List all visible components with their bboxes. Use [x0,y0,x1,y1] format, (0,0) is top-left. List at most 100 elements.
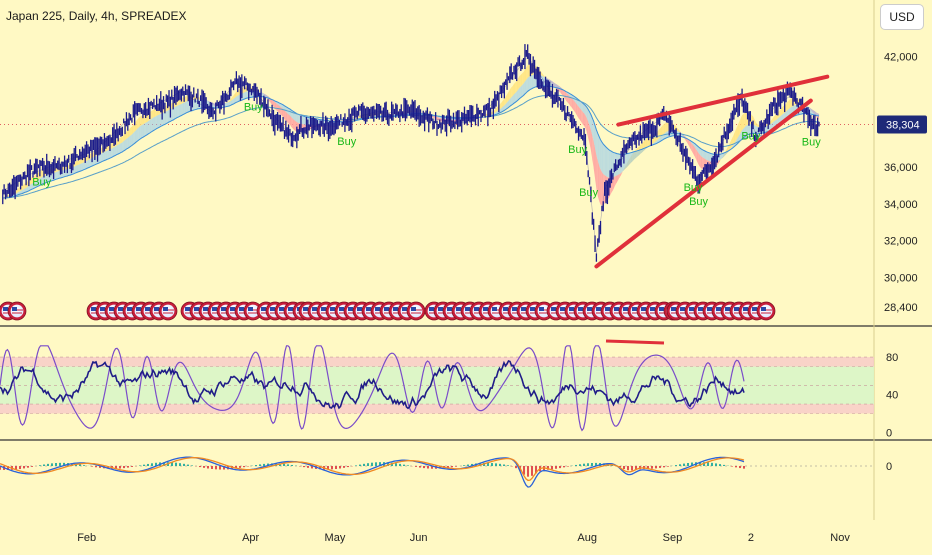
ribbon-segment [738,122,739,138]
ribbon-segment [695,148,696,161]
flag-canton [632,307,637,311]
ribbon-segment [787,100,788,110]
flag-canton [587,307,592,311]
cloud-segment [151,118,152,132]
ribbon-segment [154,109,155,117]
cloud-segment [166,111,167,124]
ribbon-segment [566,93,567,103]
flag-canton [578,307,583,311]
flag-canton [12,307,17,311]
flag-canton [492,307,497,311]
ribbon-segment [500,102,501,109]
flag-canton [384,307,389,311]
ribbon-segment [664,123,665,134]
cloud-segment [100,153,101,162]
flag-canton [212,307,217,311]
time-axis-tick: Apr [242,532,259,544]
us-flag-event-icon [8,302,26,320]
cloud-segment [638,150,639,156]
cloud-segment [113,147,114,157]
ribbon-segment [601,169,602,205]
ribbon-segment [786,102,787,112]
cloud-segment [521,85,522,98]
cloud-segment [74,166,75,174]
ribbon-segment [585,115,586,132]
cloud-segment [635,151,636,159]
ribbon-segment [581,110,582,124]
flag-canton [614,307,619,311]
cloud-segment [81,163,82,171]
buy-signal-label: Buy [337,136,356,148]
flag-canton [303,307,308,311]
ribbon-segment [574,101,575,113]
flag-canton [716,307,721,311]
flag-canton [429,307,434,311]
flag-canton [402,307,407,311]
cloud-segment [298,114,299,123]
trendline-1 [596,101,810,267]
cloud-segment [107,150,108,159]
cloud-segment [106,151,107,160]
cloud-segment [525,80,526,94]
flag-canton [447,307,452,311]
flag-canton [560,307,565,311]
cloud-segment [528,77,529,92]
cloud-segment [142,124,143,138]
cloud-segment [518,88,519,100]
ribbon-segment [514,82,515,94]
cloud-segment [530,75,531,89]
cloud-segment [629,153,630,165]
ribbon-segment [77,161,78,166]
ribbon-segment [731,138,732,149]
flag-canton [100,307,105,311]
ribbon-segment [694,146,695,157]
ribbon-segment [779,109,780,117]
cloud-segment [176,106,177,119]
cloud-segment [187,101,188,113]
ribbon-segment [129,128,130,137]
cloud-segment [158,115,159,128]
flag-canton [483,307,488,311]
neutral-band [0,367,874,405]
price-axis-tick: 36,000 [884,162,918,174]
cloud-segment [709,153,710,162]
cloud-segment [135,130,136,143]
flag-canton [539,307,544,311]
ribbon-segment [525,67,526,81]
ribbon-segment [513,84,514,96]
cloud-segment [515,92,516,103]
flag-canton [752,307,757,311]
cloud-segment [602,142,603,174]
flag-canton [118,307,123,311]
price-axis-tick: 32,000 [884,236,918,248]
cloud-segment [532,75,533,89]
ribbon-segment [617,175,618,183]
flag-canton [375,307,380,311]
flag-canton [761,307,766,311]
flag-canton [261,307,266,311]
flag-canton [503,307,508,311]
cloud-segment [177,105,178,117]
ribbon-segment [757,124,758,127]
ribbon-segment [579,107,580,120]
cloud-segment [120,143,121,153]
flag-canton [659,307,664,311]
cloud-segment [69,168,70,175]
cloud-segment [721,154,722,159]
oversold-band [0,404,874,413]
ribbon-segment [691,143,692,153]
cloud-segment [87,160,88,168]
cloud-segment [103,152,104,161]
ribbon-segment [701,156,702,169]
currency-button[interactable]: USD [880,4,924,30]
ribbon-segment [294,120,295,131]
ribbon-segment [515,81,516,93]
flag-canton [163,307,168,311]
axes: 42,00036,00034,00032,00030,00028,40038,3… [77,51,927,544]
us-flag-event-icon [757,302,775,320]
ribbon-segment [677,128,678,131]
currency-button-label: USD [889,10,914,24]
flag-canton [689,307,694,311]
flag-canton [641,307,646,311]
